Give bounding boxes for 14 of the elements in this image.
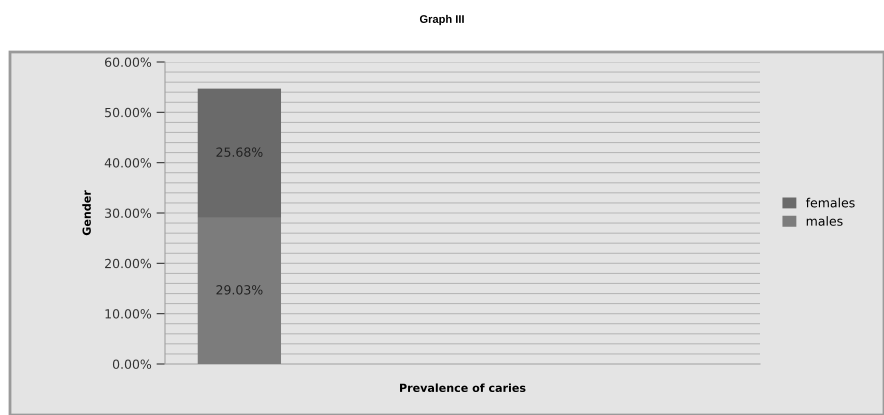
y-tick-label: 30.00% xyxy=(105,208,152,218)
chart-title: Graph III xyxy=(420,14,464,26)
y-tick-label: 20.00% xyxy=(105,258,152,268)
y-tick-label: 0.00% xyxy=(112,359,152,369)
y-tick-label: 50.00% xyxy=(105,108,152,118)
y-tick-label: 40.00% xyxy=(104,158,152,168)
legend-label: males xyxy=(806,216,843,226)
legend-label: females xyxy=(806,198,855,208)
y-axis-title: Gender xyxy=(82,190,91,236)
data-label: 29.03% xyxy=(216,285,263,295)
data-label: 25.68% xyxy=(216,147,263,157)
y-tick-label: 60.00% xyxy=(105,57,152,67)
y-tick-label: 10.00% xyxy=(106,309,152,319)
x-axis-title: Prevalence of caries xyxy=(400,383,526,392)
